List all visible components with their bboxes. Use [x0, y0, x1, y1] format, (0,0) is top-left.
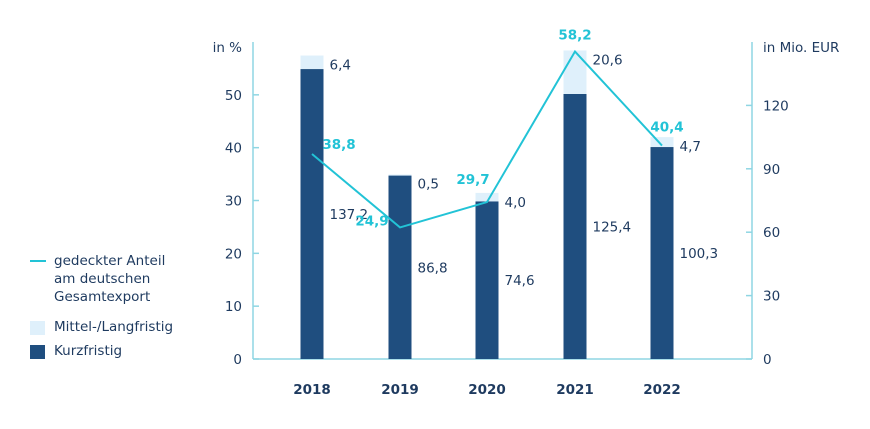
- bar-mittel-langfristig: [475, 192, 499, 202]
- label-mittel: 20,6: [593, 52, 623, 68]
- legend-line-label-3: Gesamtexport: [54, 289, 151, 305]
- left-tick-label: 30: [225, 194, 242, 210]
- label-mittel: 6,4: [330, 58, 351, 74]
- x-tick-label: 2021: [556, 382, 594, 398]
- right-axis-title: in Mio. EUR: [763, 40, 839, 56]
- right-tick-label: 90: [763, 162, 780, 178]
- legend-kurz-label: Kurzfristig: [54, 343, 123, 359]
- legend-line-label-2: am deutschen: [54, 271, 151, 287]
- label-line: 29,7: [456, 172, 489, 188]
- legend-kurz-swatch: [30, 345, 45, 359]
- label-line: 58,2: [558, 28, 591, 44]
- bar-mittel-langfristig: [388, 174, 412, 176]
- left-tick-label: 10: [225, 299, 242, 315]
- label-kurz: 86,8: [418, 260, 448, 276]
- label-line: 38,8: [322, 137, 355, 153]
- label-mittel: 0,5: [418, 177, 439, 193]
- label-mittel: 4,7: [680, 139, 701, 155]
- right-tick-label: 60: [763, 225, 780, 241]
- bar-mittel-langfristig: [563, 50, 587, 94]
- left-tick-label: 20: [225, 246, 242, 262]
- left-tick-label: 50: [225, 88, 242, 104]
- bar-kurzfristig: [300, 69, 324, 360]
- legend-line-label-1: gedeckter Anteil: [54, 253, 166, 269]
- x-tick-label: 2018: [293, 382, 331, 398]
- legend-line-swatch: [30, 260, 46, 262]
- x-tick-label: 2019: [381, 382, 419, 398]
- data-labels: 6,4 137,2 0,5 86,8 4,0 74,6 20,6 125,4 4,7 100,3 3…: [322, 28, 718, 290]
- legend-mittel-swatch: [30, 321, 45, 335]
- label-kurz: 100,3: [680, 246, 719, 262]
- bar-kurzfristig: [388, 175, 412, 359]
- bar-kurzfristig: [650, 147, 674, 359]
- label-line: 40,4: [650, 120, 683, 136]
- bar-mittel-langfristig: [300, 55, 324, 70]
- right-tick-label: 30: [763, 289, 780, 305]
- right-tick-label: 120: [763, 98, 789, 114]
- label-line: 24,9: [355, 213, 388, 229]
- left-tick-label: 40: [225, 141, 242, 157]
- x-tick-label: 2022: [643, 382, 681, 398]
- left-tick-label: 0: [233, 352, 242, 368]
- x-tick-label: 2020: [468, 382, 506, 398]
- bar-mittel-langfristig: [650, 137, 674, 148]
- axes: 0 10 20 30 40 50 0 30 60 90 120 in % in Mio. EUR 2018…: [213, 40, 840, 398]
- right-tick-label: 0: [763, 352, 772, 368]
- bar-kurzfristig: [475, 201, 499, 359]
- left-axis-title: in %: [213, 40, 243, 56]
- label-kurz: 137,2: [330, 207, 369, 223]
- coverage-line: [311, 49, 663, 229]
- coverage-line-path: [311, 49, 663, 229]
- label-kurz: 125,4: [593, 219, 632, 235]
- legend-mittel-label: Mittel-/Langfristig: [54, 319, 174, 335]
- bar-kurzfristig: [563, 93, 587, 359]
- label-mittel: 4,0: [505, 195, 526, 211]
- label-kurz: 74,6: [505, 273, 535, 289]
